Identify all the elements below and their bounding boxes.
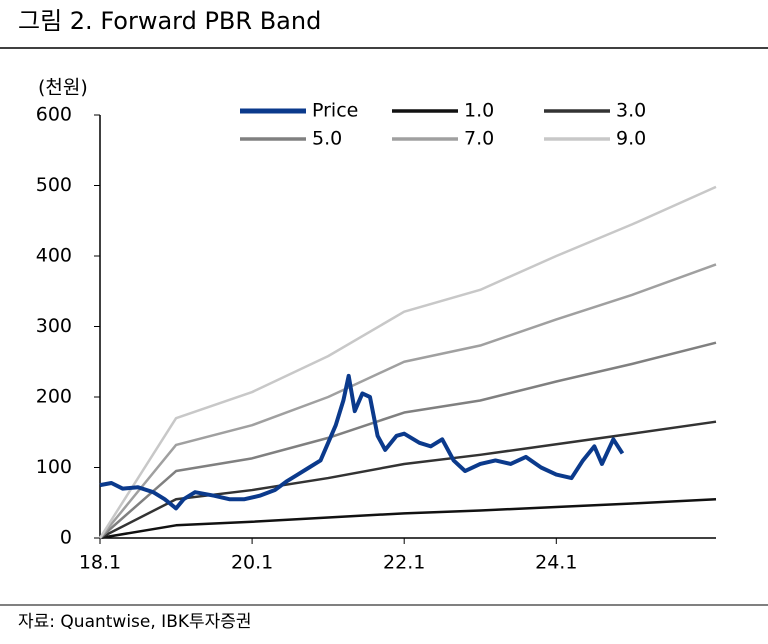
y-tick-label: 600 bbox=[36, 104, 72, 126]
y-tick-label: 0 bbox=[60, 527, 72, 549]
legend-label: 3.0 bbox=[616, 100, 646, 122]
series-line bbox=[99, 341, 717, 539]
source: 자료: Quantwise, IBK투자증권 bbox=[18, 612, 252, 632]
chart-title: 그림 2. Forward PBR Band bbox=[18, 7, 321, 35]
series-line bbox=[99, 373, 625, 511]
series-line bbox=[98, 185, 717, 539]
legend-label: Price bbox=[312, 100, 358, 122]
x-tick-label: 24.1 bbox=[535, 552, 577, 574]
y-tick-label: 500 bbox=[36, 174, 72, 196]
y-tick-label: 300 bbox=[36, 315, 72, 337]
series-line bbox=[99, 497, 717, 540]
x-tick-label: 22.1 bbox=[383, 552, 425, 574]
series-line bbox=[99, 420, 717, 540]
y-tick-label: 400 bbox=[36, 245, 72, 267]
y-tick-label: 200 bbox=[36, 386, 72, 408]
y-tick-label: 100 bbox=[36, 456, 72, 478]
x-tick-label: 20.1 bbox=[231, 552, 273, 574]
legend-label: 5.0 bbox=[312, 128, 342, 150]
x-tick-label: 18.1 bbox=[79, 552, 121, 574]
series-line bbox=[99, 263, 717, 539]
legend-label: 7.0 bbox=[464, 128, 494, 150]
y-unit: (천원) bbox=[38, 77, 88, 99]
legend-label: 9.0 bbox=[616, 128, 646, 150]
legend-label: 1.0 bbox=[464, 100, 494, 122]
